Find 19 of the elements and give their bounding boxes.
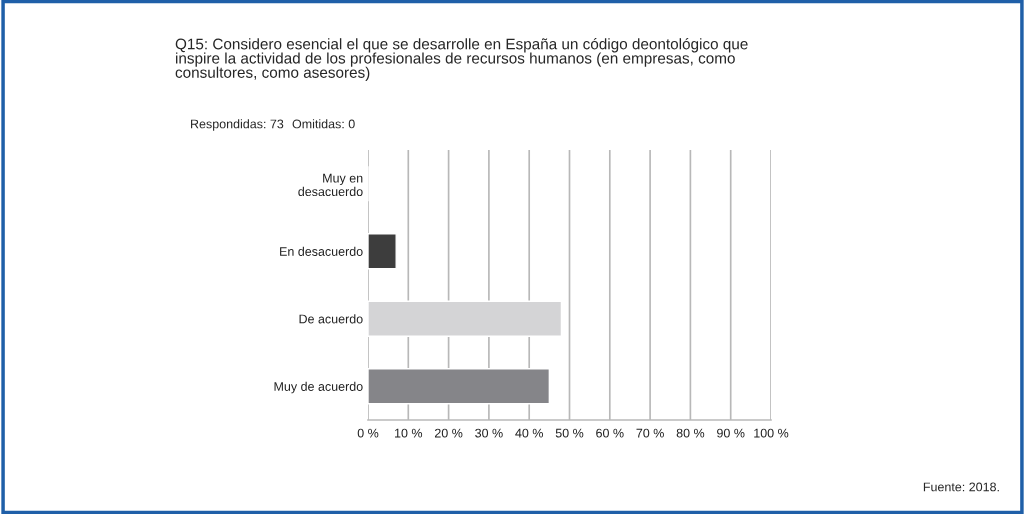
x-tick-label: 80 %	[676, 428, 705, 438]
source-note: Fuente: 2018.	[923, 482, 999, 492]
y-tick-label: De acuerdo	[299, 314, 363, 324]
y-tick-label: En desacuerdo	[280, 246, 363, 256]
x-tick-label: 60 %	[596, 428, 624, 438]
x-tick-label: 10 %	[395, 428, 423, 438]
text: Respondidas: 73	[191, 119, 284, 131]
x-tick-label: 50 %	[555, 428, 584, 438]
x-tick-label: 0 %	[357, 428, 379, 438]
x-tick-label: 40 %	[515, 428, 543, 438]
x-tick-label: 100 %	[754, 428, 789, 438]
x-tick-label: 20 %	[434, 428, 463, 438]
x-tick-label: 30 %	[475, 428, 503, 438]
x-tick-label: 70 %	[636, 428, 664, 438]
x-tick-label: 90 %	[717, 428, 745, 438]
text: Omitidas: 0	[292, 119, 355, 129]
y-tick-label: Muy de acuerdo	[274, 381, 363, 394]
chart-title: Q15: Considero esencial el que se desarrolle en España un código deontológico que inspire la actividad de los profesionales de recursos humanos (en empresas, como consultores, como asesores)	[175, 38, 748, 81]
y-tick-label: Muy en desacuerdo	[298, 173, 363, 197]
